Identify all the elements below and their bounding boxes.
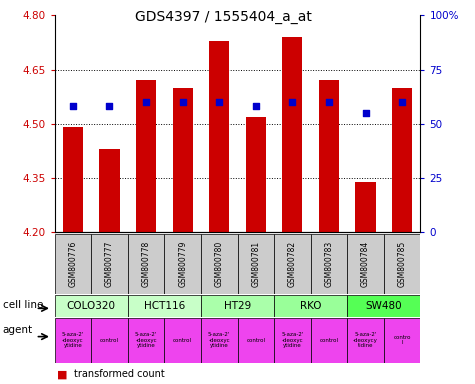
- Bar: [201, 234, 238, 294]
- Text: 5-aza-2'
-deoxyc
ytidine: 5-aza-2' -deoxyc ytidine: [281, 332, 304, 348]
- Bar: [246, 117, 266, 232]
- Text: RKO: RKO: [300, 301, 322, 311]
- Bar: [128, 234, 164, 294]
- Point: [142, 99, 150, 105]
- Bar: [91, 318, 128, 363]
- Point: [362, 110, 370, 116]
- Text: cell line: cell line: [3, 300, 43, 310]
- Bar: [128, 295, 201, 317]
- Bar: [91, 234, 128, 294]
- Text: GSM800783: GSM800783: [324, 241, 333, 287]
- Bar: [164, 318, 201, 363]
- Text: SW480: SW480: [365, 301, 402, 311]
- Text: GSM800782: GSM800782: [288, 241, 297, 287]
- Bar: [55, 295, 128, 317]
- Bar: [238, 234, 274, 294]
- Bar: [63, 127, 83, 232]
- Point: [216, 99, 223, 105]
- Bar: [347, 234, 384, 294]
- Text: GSM800778: GSM800778: [142, 241, 151, 287]
- Text: agent: agent: [3, 325, 33, 335]
- Point: [325, 99, 332, 105]
- Text: GSM800776: GSM800776: [68, 241, 77, 287]
- Text: GSM800779: GSM800779: [178, 241, 187, 287]
- Point: [398, 99, 406, 105]
- Bar: [274, 318, 311, 363]
- Text: control: control: [247, 338, 265, 343]
- Point: [252, 103, 259, 109]
- Text: GSM800784: GSM800784: [361, 241, 370, 287]
- Text: 5-aza-2'
-deoxyc
ytidine: 5-aza-2' -deoxyc ytidine: [135, 332, 157, 348]
- Text: GSM800780: GSM800780: [215, 241, 224, 287]
- Text: 5-aza-2'
-deoxyc
ytidine: 5-aza-2' -deoxyc ytidine: [62, 332, 84, 348]
- Text: GSM800785: GSM800785: [398, 241, 407, 287]
- Text: transformed count: transformed count: [74, 369, 164, 379]
- Text: control: control: [173, 338, 192, 343]
- Bar: [392, 88, 412, 232]
- Text: COLO320: COLO320: [66, 301, 116, 311]
- Text: 5-aza-2'
-deoxycy
tidine: 5-aza-2' -deoxycy tidine: [353, 332, 378, 348]
- Point: [105, 103, 113, 109]
- Bar: [136, 80, 156, 232]
- Text: contro
l: contro l: [393, 335, 411, 346]
- Bar: [55, 318, 91, 363]
- Bar: [384, 234, 420, 294]
- Bar: [201, 318, 238, 363]
- Text: control: control: [100, 338, 119, 343]
- Bar: [172, 88, 193, 232]
- Bar: [282, 37, 303, 232]
- Text: GSM800781: GSM800781: [251, 241, 260, 287]
- Bar: [128, 318, 164, 363]
- Point: [69, 103, 77, 109]
- Bar: [355, 182, 376, 232]
- Bar: [209, 41, 229, 232]
- Text: ■: ■: [57, 369, 67, 379]
- Bar: [238, 318, 274, 363]
- Text: 5-aza-2'
-deoxyc
ytidine: 5-aza-2' -deoxyc ytidine: [208, 332, 230, 348]
- Bar: [384, 318, 420, 363]
- Text: control: control: [319, 338, 338, 343]
- Bar: [319, 80, 339, 232]
- Bar: [55, 234, 91, 294]
- Bar: [311, 234, 347, 294]
- Bar: [201, 295, 274, 317]
- Bar: [99, 149, 120, 232]
- Bar: [347, 295, 420, 317]
- Text: HCT116: HCT116: [144, 301, 185, 311]
- Bar: [347, 318, 384, 363]
- Text: GDS4397 / 1555404_a_at: GDS4397 / 1555404_a_at: [135, 10, 312, 23]
- Bar: [274, 234, 311, 294]
- Bar: [274, 295, 347, 317]
- Bar: [311, 318, 347, 363]
- Point: [289, 99, 296, 105]
- Text: HT29: HT29: [224, 301, 251, 311]
- Text: GSM800777: GSM800777: [105, 241, 114, 287]
- Point: [179, 99, 186, 105]
- Bar: [164, 234, 201, 294]
